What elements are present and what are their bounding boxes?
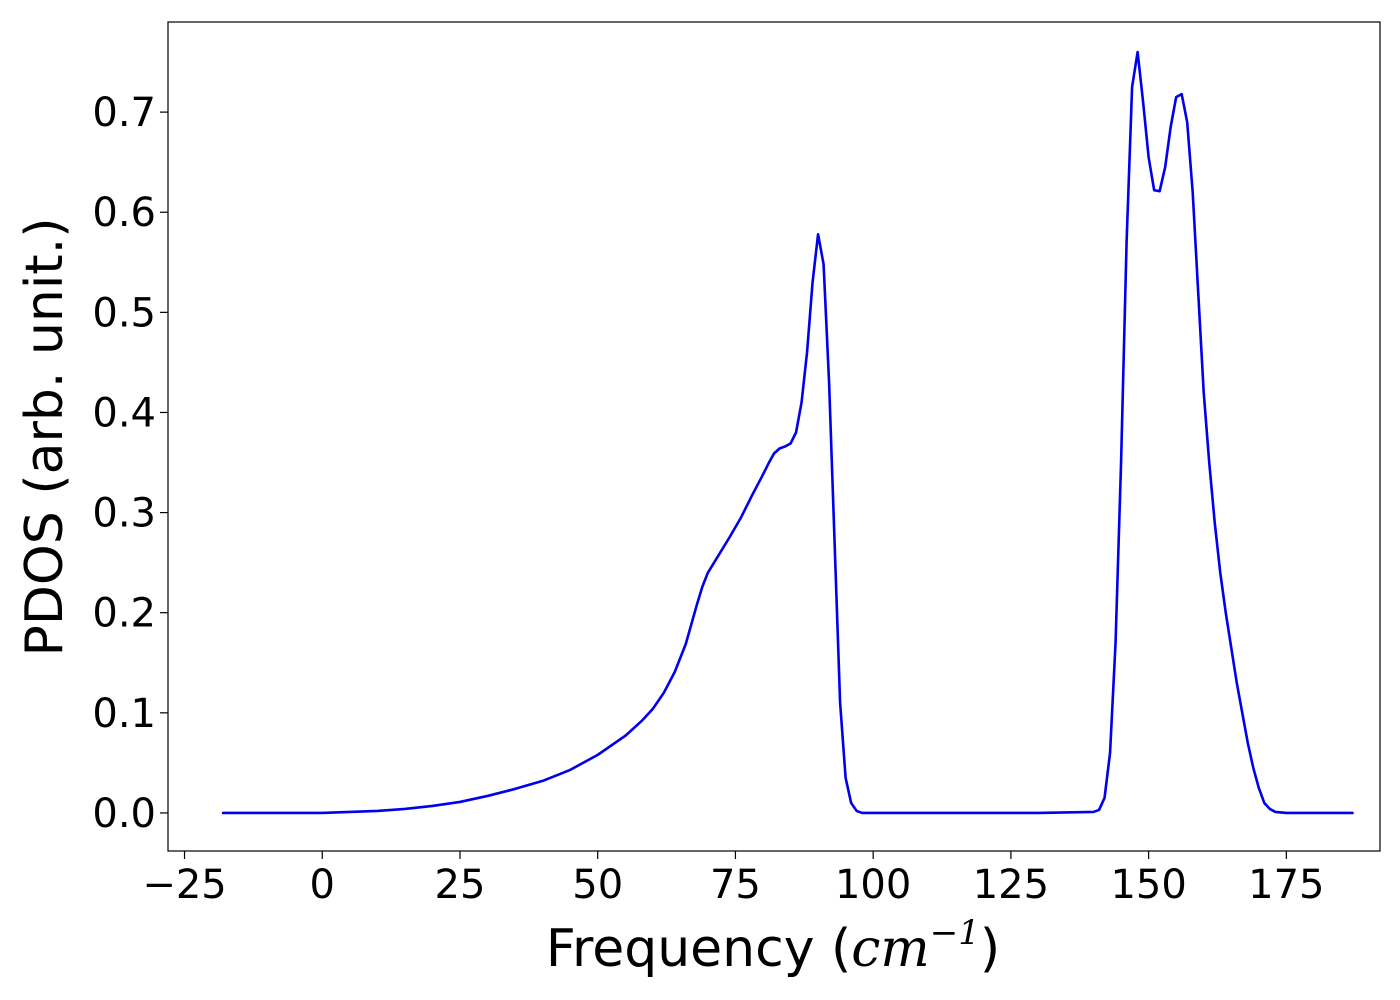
y-tick-label: 0.6 (92, 190, 156, 236)
x-tick-label: 125 (973, 862, 1049, 908)
y-tick-label: 0.1 (92, 691, 156, 737)
y-axis-ticks: 0.0 0.1 0.2 0.3 0.4 0.5 0.6 0.7 (92, 90, 168, 837)
y-tick-label: 0.5 (92, 290, 156, 336)
y-tick-label: 0.0 (92, 791, 156, 837)
y-tick-label: 0.2 (92, 591, 156, 637)
pdos-series-line (221, 50, 1354, 815)
x-axis-label-suffix: ) (980, 919, 1000, 979)
y-tick-label: 0.3 (92, 491, 156, 537)
x-tick-label: −25 (142, 862, 226, 908)
plot-area-frame (167, 21, 1381, 852)
x-axis-ticks: −25 0 25 50 75 100 125 150 175 (142, 851, 1325, 908)
x-axis-label: Frequency (cm−1) (546, 913, 1000, 979)
y-tick-label: 0.4 (92, 390, 156, 436)
x-tick-label: 150 (1110, 862, 1186, 908)
x-tick-label: 25 (435, 862, 486, 908)
plot-marks (221, 50, 1354, 815)
x-tick-label: 175 (1248, 862, 1324, 908)
x-axis-label-prefix: Frequency ( (546, 919, 851, 979)
x-tick-label: 75 (710, 862, 761, 908)
x-tick-label: 0 (310, 862, 335, 908)
x-tick-label: 100 (835, 862, 911, 908)
x-axis-label-unit-exponent: −1 (930, 913, 980, 953)
x-tick-label: 50 (572, 862, 623, 908)
y-tick-label: 0.7 (92, 90, 156, 136)
x-axis-label-unit: cm (851, 919, 929, 979)
y-axis-label: PDOS (arb. unit.) (15, 217, 75, 656)
